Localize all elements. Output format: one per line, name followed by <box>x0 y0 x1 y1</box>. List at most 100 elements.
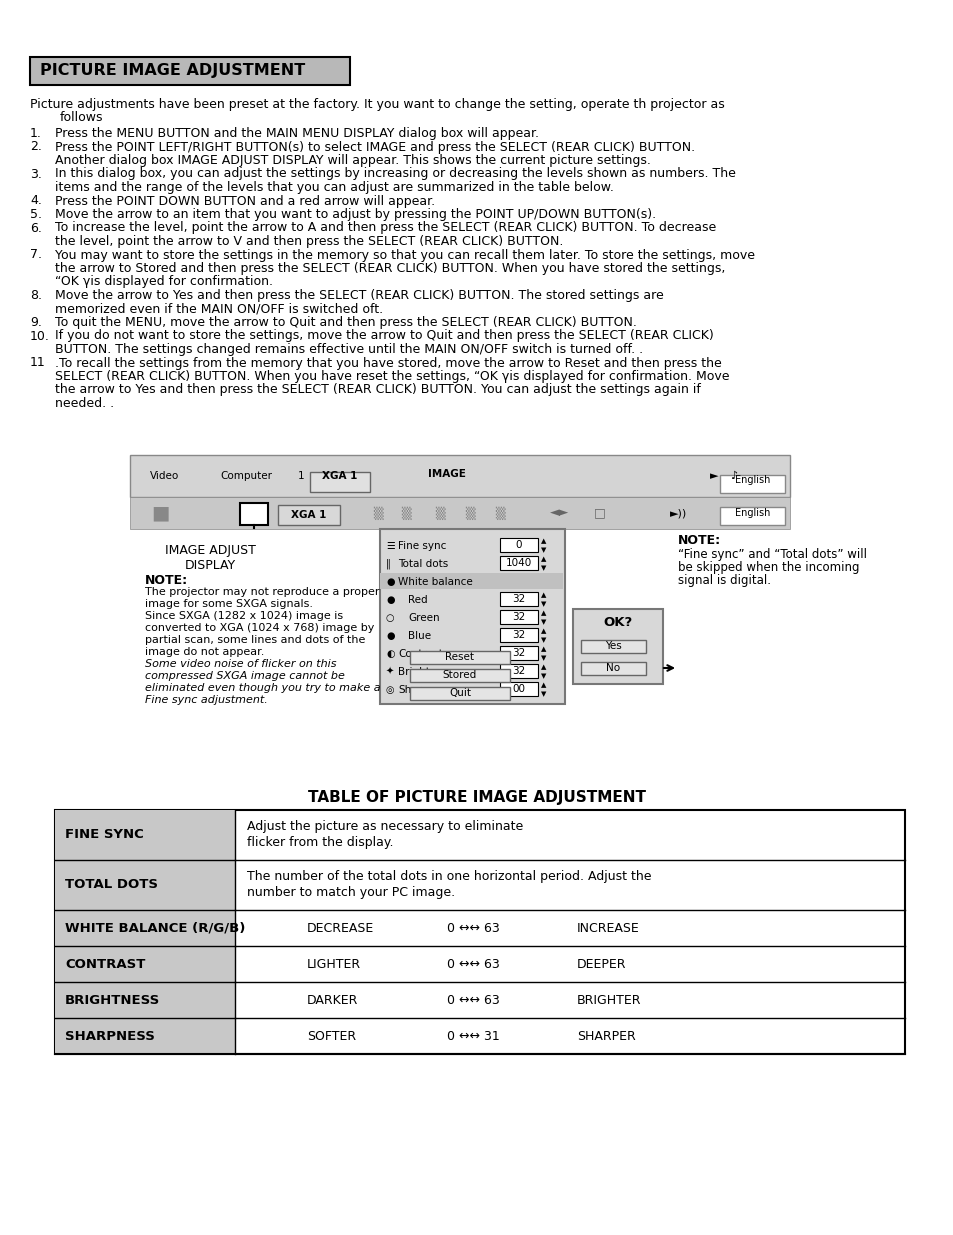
Text: No: No <box>605 663 619 673</box>
Text: Yes: Yes <box>604 641 620 651</box>
Bar <box>499 538 537 552</box>
Text: ●: ● <box>386 595 395 605</box>
Text: ●: ● <box>386 631 395 641</box>
Text: 0 ↔↔ 31: 0 ↔↔ 31 <box>447 1030 499 1042</box>
Text: number to match your PC image.: number to match your PC image. <box>247 885 455 899</box>
Text: White balance: White balance <box>397 577 473 587</box>
Text: XGA 1: XGA 1 <box>291 510 326 520</box>
Bar <box>30 57 350 85</box>
Text: Computer: Computer <box>220 471 272 480</box>
Text: Red: Red <box>408 595 427 605</box>
Text: ◐: ◐ <box>386 650 395 659</box>
Text: ‖: ‖ <box>386 558 391 569</box>
Text: IMAGE: IMAGE <box>427 469 465 479</box>
Bar <box>277 505 339 525</box>
Text: □: □ <box>594 506 605 520</box>
Text: Press the MENU BUTTON and the MAIN MENU DISPLAY dialog box will appear.: Press the MENU BUTTON and the MAIN MENU … <box>55 127 538 140</box>
Text: .To recall the settings from the memory that you have stored, move the arrow to : .To recall the settings from the memory … <box>55 357 721 369</box>
Bar <box>499 646 537 659</box>
Text: image do not appear.: image do not appear. <box>145 647 264 657</box>
Text: ►)): ►)) <box>669 508 686 517</box>
Text: 0 ↔↔ 63: 0 ↔↔ 63 <box>447 993 499 1007</box>
Text: Quit: Quit <box>449 688 471 698</box>
Bar <box>55 860 234 910</box>
Text: ▒: ▒ <box>435 506 444 520</box>
Text: ◄►: ◄► <box>550 506 569 520</box>
Text: ▼: ▼ <box>540 619 546 625</box>
Bar <box>720 475 784 493</box>
Bar <box>580 640 645 653</box>
Bar <box>499 610 537 624</box>
Text: INCREASE: INCREASE <box>577 921 639 935</box>
Text: Contrast: Contrast <box>397 650 442 659</box>
Text: Press the POINT LEFT/RIGHT BUTTON(s) to select IMAGE and press the SELECT (REAR : Press the POINT LEFT/RIGHT BUTTON(s) to … <box>55 141 695 153</box>
Text: image for some SXGA signals.: image for some SXGA signals. <box>145 599 313 609</box>
Text: SHARPNESS: SHARPNESS <box>65 1030 154 1042</box>
Text: ◎: ◎ <box>386 685 395 695</box>
Bar <box>130 454 789 496</box>
Text: OK?: OK? <box>602 616 632 630</box>
Text: ▲: ▲ <box>540 646 546 652</box>
Text: If you do not want to store the settings, move the arrow to Quit and then press : If you do not want to store the settings… <box>55 330 713 342</box>
Bar <box>55 810 234 860</box>
Text: 6.: 6. <box>30 221 42 235</box>
Text: WHITE BALANCE (R/G/B): WHITE BALANCE (R/G/B) <box>65 921 245 935</box>
Bar <box>55 1018 234 1053</box>
Text: The number of the total dots in one horizontal period. Adjust the: The number of the total dots in one hori… <box>247 869 651 883</box>
Text: ▒: ▒ <box>495 506 504 520</box>
Text: ●: ● <box>386 577 395 587</box>
Text: English: English <box>735 475 770 485</box>
Text: items and the range of the levels that you can adjust are summarized in the tabl: items and the range of the levels that y… <box>55 182 613 194</box>
Text: In this dialog box, you can adjust the settings by increasing or decreasing the : In this dialog box, you can adjust the s… <box>55 168 735 180</box>
Text: SOFTER: SOFTER <box>307 1030 355 1042</box>
Text: 4.: 4. <box>30 194 42 207</box>
Text: signal is digital.: signal is digital. <box>678 574 770 587</box>
Text: Another dialog box IMAGE ADJUST DISPLAY will appear. This shows the current pict: Another dialog box IMAGE ADJUST DISPLAY … <box>55 154 650 167</box>
Text: DEEPER: DEEPER <box>577 957 626 971</box>
Text: ☰: ☰ <box>386 541 395 551</box>
Text: 8.: 8. <box>30 289 42 303</box>
Text: eliminated even though you try to make a: eliminated even though you try to make a <box>145 683 380 693</box>
Text: FINE SYNC: FINE SYNC <box>65 829 144 841</box>
Text: 0: 0 <box>516 540 521 550</box>
Text: 11: 11 <box>30 357 46 369</box>
Text: SELECT (REAR CLICK) BUTTON. When you have reset the settings, “OK γis displayed : SELECT (REAR CLICK) BUTTON. When you hav… <box>55 370 729 383</box>
Text: 1: 1 <box>297 471 304 480</box>
Text: ▼: ▼ <box>540 601 546 606</box>
Bar <box>499 629 537 642</box>
Text: DECREASE: DECREASE <box>307 921 374 935</box>
Text: 5.: 5. <box>30 207 42 221</box>
Bar <box>720 508 784 525</box>
Text: BRIGHTNESS: BRIGHTNESS <box>65 993 160 1007</box>
Bar <box>379 529 564 704</box>
Text: 32: 32 <box>512 594 525 604</box>
Text: PICTURE IMAGE ADJUSTMENT: PICTURE IMAGE ADJUSTMENT <box>40 63 305 79</box>
Text: the arrow to Stored and then press the SELECT (REAR CLICK) BUTTON. When you have: the arrow to Stored and then press the S… <box>55 262 724 275</box>
Text: follows: follows <box>60 111 103 124</box>
Text: 32: 32 <box>512 630 525 640</box>
Text: Move the arrow to an item that you want to adjust by pressing the POINT UP/DOWN : Move the arrow to an item that you want … <box>55 207 656 221</box>
Text: 32: 32 <box>512 613 525 622</box>
Text: ▲: ▲ <box>540 664 546 671</box>
Bar <box>55 982 234 1018</box>
Text: ♪: ♪ <box>729 471 737 480</box>
Text: DISPLAY: DISPLAY <box>184 559 235 572</box>
Text: BUTTON. The settings changed remains effective until the MAIN ON/OFF switch is t: BUTTON. The settings changed remains eff… <box>55 343 642 356</box>
Text: ✦: ✦ <box>386 667 394 677</box>
Text: BRIGHTER: BRIGHTER <box>577 993 640 1007</box>
Text: Green: Green <box>408 613 439 622</box>
Text: ▒: ▒ <box>465 506 475 520</box>
Text: ▲: ▲ <box>540 682 546 688</box>
Text: To increase the level, point the arrow to A and then press the SELECT (REAR CLIC: To increase the level, point the arrow t… <box>55 221 716 235</box>
Text: ■: ■ <box>151 504 169 522</box>
Text: 9.: 9. <box>30 316 42 329</box>
Text: “Fine sync” and “Total dots” will: “Fine sync” and “Total dots” will <box>678 548 866 561</box>
Text: Total dots: Total dots <box>397 559 448 569</box>
Text: NOTE:: NOTE: <box>678 534 720 547</box>
Text: Since SXGA (1282 x 1024) image is: Since SXGA (1282 x 1024) image is <box>145 611 343 621</box>
Bar <box>580 662 645 676</box>
Text: DARKER: DARKER <box>307 993 358 1007</box>
Text: flicker from the display.: flicker from the display. <box>247 836 393 848</box>
Text: Fine sync adjustment.: Fine sync adjustment. <box>145 695 268 705</box>
Text: needed. .: needed. . <box>55 396 114 410</box>
